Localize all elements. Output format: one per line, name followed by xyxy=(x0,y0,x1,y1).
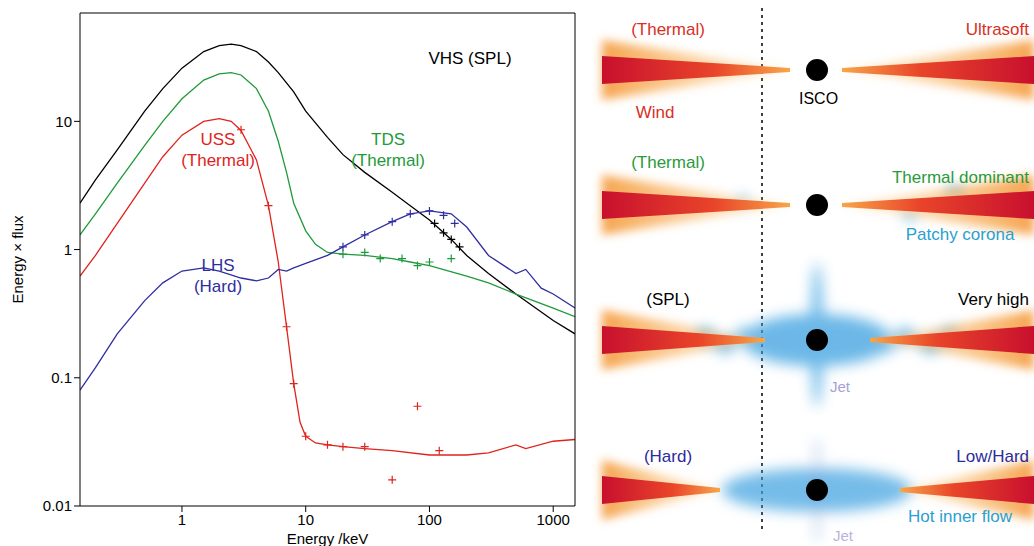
svg-text:(Thermal): (Thermal) xyxy=(631,153,705,172)
html-text:USS: USS xyxy=(200,130,236,149)
svg-text:ISCO: ISCO xyxy=(799,90,838,107)
svg-text:Energy /keV: Energy /keV xyxy=(287,530,369,546)
svg-text:Very high: Very high xyxy=(958,290,1029,309)
html-text:TDS: TDS xyxy=(371,130,405,149)
html-text:LHS: LHS xyxy=(201,256,235,275)
svg-text:Energy × flux: Energy × flux xyxy=(9,215,26,303)
svg-text:Thermal dominant: Thermal dominant xyxy=(892,168,1029,187)
svg-text:Wind: Wind xyxy=(636,103,675,122)
svg-text:1: 1 xyxy=(64,241,72,258)
svg-text:1: 1 xyxy=(178,511,186,528)
html-text:(Thermal): (Thermal) xyxy=(181,151,255,170)
svg-text:(Thermal): (Thermal) xyxy=(631,20,705,39)
svg-text:Ultrasoft: Ultrasoft xyxy=(966,20,1030,39)
svg-text:100: 100 xyxy=(417,511,442,528)
html-text:(Thermal): (Thermal) xyxy=(351,151,425,170)
svg-text:1000: 1000 xyxy=(537,511,570,528)
svg-text:Patchy corona: Patchy corona xyxy=(906,225,1015,244)
svg-text:10: 10 xyxy=(55,113,72,130)
svg-text:10: 10 xyxy=(297,511,314,528)
svg-text:Jet: Jet xyxy=(830,378,851,395)
svg-text:(Hard): (Hard) xyxy=(644,447,692,466)
html-text:(Hard): (Hard) xyxy=(193,277,243,296)
svg-text:Hot inner flow: Hot inner flow xyxy=(908,507,1013,526)
svg-text:(SPL): (SPL) xyxy=(646,290,689,309)
svg-text:Low/Hard: Low/Hard xyxy=(956,447,1029,466)
svg-text:Jet: Jet xyxy=(833,527,854,544)
svg-text:0.1: 0.1 xyxy=(51,369,72,386)
html-text:VHS (SPL): VHS (SPL) xyxy=(428,48,512,68)
svg-text:0.01: 0.01 xyxy=(43,497,72,514)
